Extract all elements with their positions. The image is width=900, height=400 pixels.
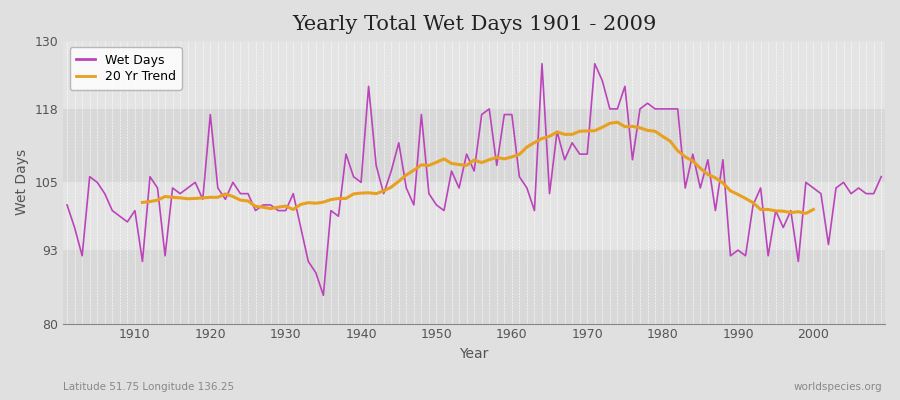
- 20 Yr Trend: [786, 210, 796, 215]
- Bar: [63, 182, 885, 250]
- 20 Yr Trend: [702, 172, 713, 177]
- Bar: [63, 41, 885, 109]
- 20 Yr Trend: [228, 194, 238, 199]
- Wet Days: [288, 191, 299, 196]
- 20 Yr Trend: [808, 207, 819, 212]
- Y-axis label: Wet Days: Wet Days: [15, 149, 29, 216]
- Wet Days: [318, 293, 328, 298]
- Text: Latitude 51.75 Longitude 136.25: Latitude 51.75 Longitude 136.25: [63, 382, 234, 392]
- Legend: Wet Days, 20 Yr Trend: Wet Days, 20 Yr Trend: [69, 47, 182, 90]
- X-axis label: Year: Year: [460, 347, 489, 361]
- 20 Yr Trend: [612, 120, 623, 124]
- Wet Days: [612, 106, 623, 111]
- Wet Days: [536, 61, 547, 66]
- 20 Yr Trend: [137, 200, 148, 205]
- Title: Yearly Total Wet Days 1901 - 2009: Yearly Total Wet Days 1901 - 2009: [292, 15, 656, 34]
- Wet Days: [340, 152, 351, 156]
- Line: 20 Yr Trend: 20 Yr Trend: [142, 122, 814, 214]
- Wet Days: [507, 112, 517, 117]
- Line: Wet Days: Wet Days: [68, 64, 881, 295]
- 20 Yr Trend: [717, 180, 728, 185]
- 20 Yr Trend: [340, 196, 351, 201]
- Bar: [63, 250, 885, 324]
- Wet Days: [122, 220, 133, 224]
- Wet Days: [62, 202, 73, 207]
- Text: worldspecies.org: worldspecies.org: [794, 382, 882, 392]
- 20 Yr Trend: [605, 121, 616, 126]
- Wet Days: [876, 174, 886, 179]
- Bar: [63, 109, 885, 182]
- Wet Days: [514, 174, 525, 179]
- 20 Yr Trend: [800, 211, 811, 216]
